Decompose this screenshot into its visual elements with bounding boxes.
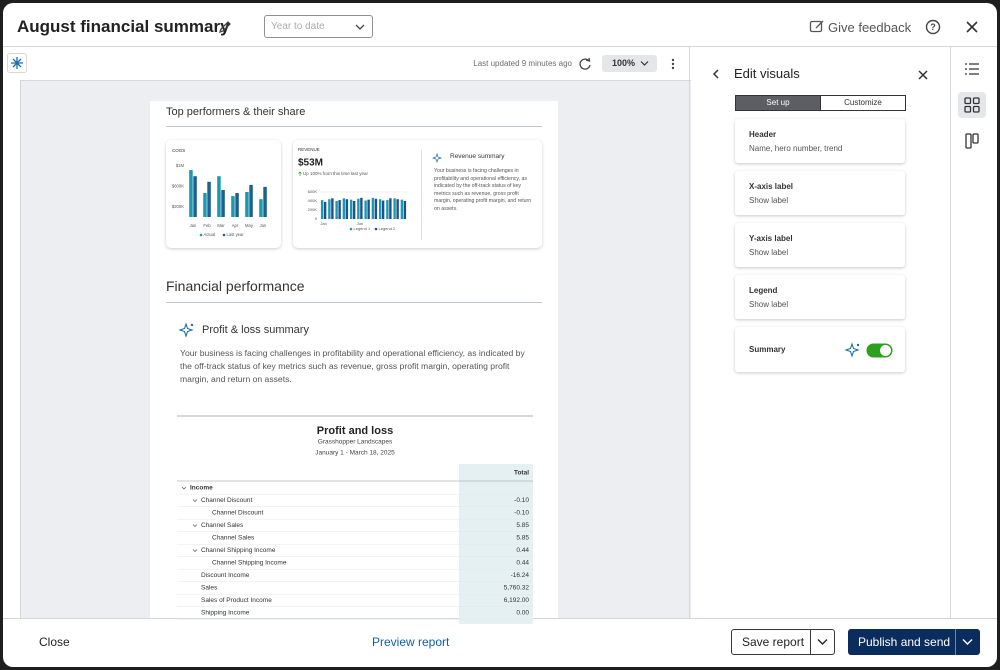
zoom-text: 100% [612, 58, 636, 68]
panel-divider [689, 47, 690, 618]
date-select-text: Year to date [271, 21, 325, 32]
card-title: Legend [749, 286, 778, 295]
tab[interactable]: Customize [820, 95, 906, 111]
chevron-icon[interactable] [962, 638, 973, 646]
section-title: Top performers & their share [166, 106, 306, 118]
style-icon[interactable] [964, 133, 980, 149]
panel-title: Edit visuals [734, 66, 800, 81]
close-panel-icon[interactable] [917, 69, 929, 81]
card-title: X-axis label [749, 182, 794, 191]
help-icon[interactable]: ? [925, 19, 941, 35]
chevron-icon [355, 24, 365, 30]
card-subtitle: Show label [749, 300, 789, 309]
cogs-card [166, 140, 281, 248]
report-title: August financial summary [17, 17, 230, 36]
tab-label: Set up [766, 98, 790, 107]
back-icon[interactable] [711, 68, 721, 80]
rail-divider [950, 47, 951, 618]
card-subtitle: Show label [749, 248, 789, 257]
card-title: Summary [749, 345, 786, 354]
save-label: Save report [742, 635, 805, 649]
section-title: Financial performance [166, 278, 305, 294]
pl-summary-title: Profit & loss summary [202, 324, 309, 336]
button-divider [955, 629, 956, 655]
card-subtitle: Show label [749, 196, 789, 205]
settings-card[interactable]: X-axis label Show label [735, 171, 905, 215]
grid-icon [964, 97, 980, 113]
settings-card[interactable]: Legend Show label [735, 275, 905, 319]
section-divider [166, 126, 542, 127]
svg-text:?: ? [930, 22, 936, 32]
edit-title-icon[interactable] [218, 20, 232, 34]
feedback-icon[interactable] [809, 19, 825, 35]
publish-label: Publish and send [858, 635, 951, 649]
refresh-icon[interactable] [578, 57, 592, 71]
ai-sparkle-icon [179, 322, 194, 338]
chevron-icon[interactable] [817, 638, 828, 646]
card-title: Y-axis label [749, 234, 793, 243]
card-title: Header [749, 130, 777, 139]
date-select[interactable]: Year to date [264, 15, 373, 38]
card-divider [421, 150, 422, 240]
zoom-button[interactable]: 100% [602, 55, 657, 72]
close-button[interactable]: Close [39, 635, 70, 649]
save-button[interactable]: Save report [731, 629, 835, 655]
settings-card[interactable]: Header Name, hero number, trend [735, 119, 905, 163]
tab-selected[interactable]: Set up [735, 95, 821, 111]
visuals-tab[interactable] [958, 92, 986, 118]
header-divider [3, 46, 997, 47]
ai-toggle[interactable] [7, 53, 27, 73]
summary-toggle[interactable] [866, 343, 893, 358]
tab-label: Customize [844, 98, 882, 107]
preview-link[interactable]: Preview report [372, 635, 450, 649]
summary-text: Your business is facing challenges in pr… [434, 168, 532, 212]
ai-sparkle-icon [845, 342, 860, 358]
pl-summary-text: Your business is facing challenges in pr… [180, 348, 525, 384]
section-divider [166, 302, 542, 303]
publish-button[interactable]: Publish and send [848, 629, 980, 655]
list-icon[interactable] [964, 62, 980, 76]
card-subtitle: Name, hero number, trend [749, 144, 843, 153]
footer-divider [3, 618, 997, 619]
ai-icon [11, 57, 23, 69]
last-updated: Last updated 9 minutes ago [473, 59, 572, 68]
window: August financial summary Year to date Gi… [3, 3, 997, 667]
summary-title: Revenue summary [450, 153, 505, 160]
feedback-link[interactable]: Give feedback [828, 20, 912, 35]
more-icon[interactable] [669, 56, 677, 72]
close-window-icon[interactable] [965, 20, 979, 34]
button-divider [810, 630, 811, 654]
chevron-icon [640, 61, 649, 66]
settings-card[interactable]: Y-axis label Show label [735, 223, 905, 267]
